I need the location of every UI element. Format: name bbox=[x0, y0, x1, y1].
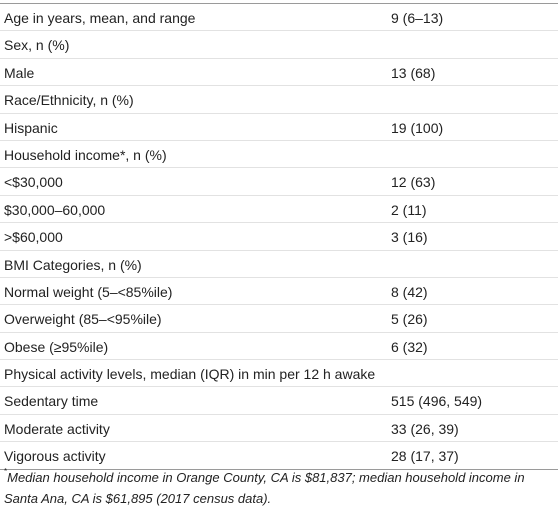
table: Age in years, mean, and range 9 (6–13) Sex… bbox=[0, 3, 558, 470]
table-row: Physical activity levels, median (IQR) i… bbox=[0, 360, 558, 388]
table-row: <$30,000 12 (63) bbox=[0, 168, 558, 196]
row-label: Age in years, mean, and range bbox=[4, 10, 196, 26]
table-row: >$60,000 3 (16) bbox=[0, 223, 558, 251]
footnote-text: Median household income in Orange County… bbox=[4, 470, 525, 506]
row-label: Household income*, n (%) bbox=[4, 146, 167, 163]
row-value: 12 (63) bbox=[391, 174, 436, 191]
row-label: Race/Ethnicity, n (%) bbox=[4, 92, 134, 109]
table-row: Overweight (85–<95%ile) 5 (26) bbox=[0, 305, 558, 333]
row-value: 3 (16) bbox=[391, 229, 428, 246]
table-row: Obese (≥95%ile) 6 (32) bbox=[0, 333, 558, 361]
row-label: Vigorous activity bbox=[4, 448, 106, 465]
table-row: BMI Categories, n (%) bbox=[0, 251, 558, 278]
table-row: Moderate activity 33 (26, 39) bbox=[0, 415, 558, 443]
table-row: Age in years, mean, and range 9 (6–13) bbox=[0, 4, 558, 32]
row-label: Male bbox=[4, 64, 35, 81]
row-value: 8 (42) bbox=[391, 283, 428, 300]
row-value: 33 (26, 39) bbox=[391, 420, 459, 437]
row-value: 5 (26) bbox=[391, 311, 428, 328]
row-label: Hispanic bbox=[4, 119, 58, 136]
row-value: 6 (32) bbox=[391, 338, 428, 355]
row-label: <$30,000 bbox=[4, 174, 63, 191]
row-label: >$60,000 bbox=[4, 229, 63, 246]
row-label: BMI Categories, n (%) bbox=[4, 256, 142, 273]
footnote-marker: * bbox=[4, 467, 8, 476]
row-label: Physical activity levels, median (IQR) i… bbox=[4, 366, 376, 383]
row-value: 19 (100) bbox=[391, 119, 444, 136]
row-label: Moderate activity bbox=[4, 420, 110, 437]
row-label: Overweight (85–<95%ile) bbox=[4, 311, 162, 328]
row-label: $30,000–60,000 bbox=[4, 201, 106, 218]
table-row: Hispanic 19 (100) bbox=[0, 114, 558, 141]
table-row: Race/Ethnicity, n (%) bbox=[0, 86, 558, 114]
row-label: Sedentary time bbox=[4, 393, 99, 410]
row-value: 13 (68) bbox=[391, 64, 436, 81]
row-label: Normal weight (5–<85%ile) bbox=[4, 283, 173, 300]
row-value: 2 (11) bbox=[391, 201, 427, 218]
table-row: Male 13 (68) bbox=[0, 59, 558, 87]
table-row: Sedentary time 515 (496, 549) bbox=[0, 387, 558, 415]
table-row: $30,000–60,000 2 (11) bbox=[0, 196, 558, 224]
footnote: *Median household income in Orange Count… bbox=[4, 467, 556, 509]
row-value: 28 (17, 37) bbox=[391, 448, 459, 465]
row-value: 515 (496, 549) bbox=[391, 393, 483, 410]
table-row: Vigorous activity 28 (17, 37) bbox=[0, 442, 558, 468]
row-value: 9 (6–13) bbox=[391, 10, 444, 26]
row-label: Obese (≥95%ile) bbox=[4, 338, 109, 355]
row-label: Sex, n (%) bbox=[4, 37, 70, 54]
table-row: Normal weight (5–<85%ile) 8 (42) bbox=[0, 278, 558, 306]
table-row: Household income*, n (%) bbox=[0, 141, 558, 169]
table-row: Sex, n (%) bbox=[0, 31, 558, 59]
